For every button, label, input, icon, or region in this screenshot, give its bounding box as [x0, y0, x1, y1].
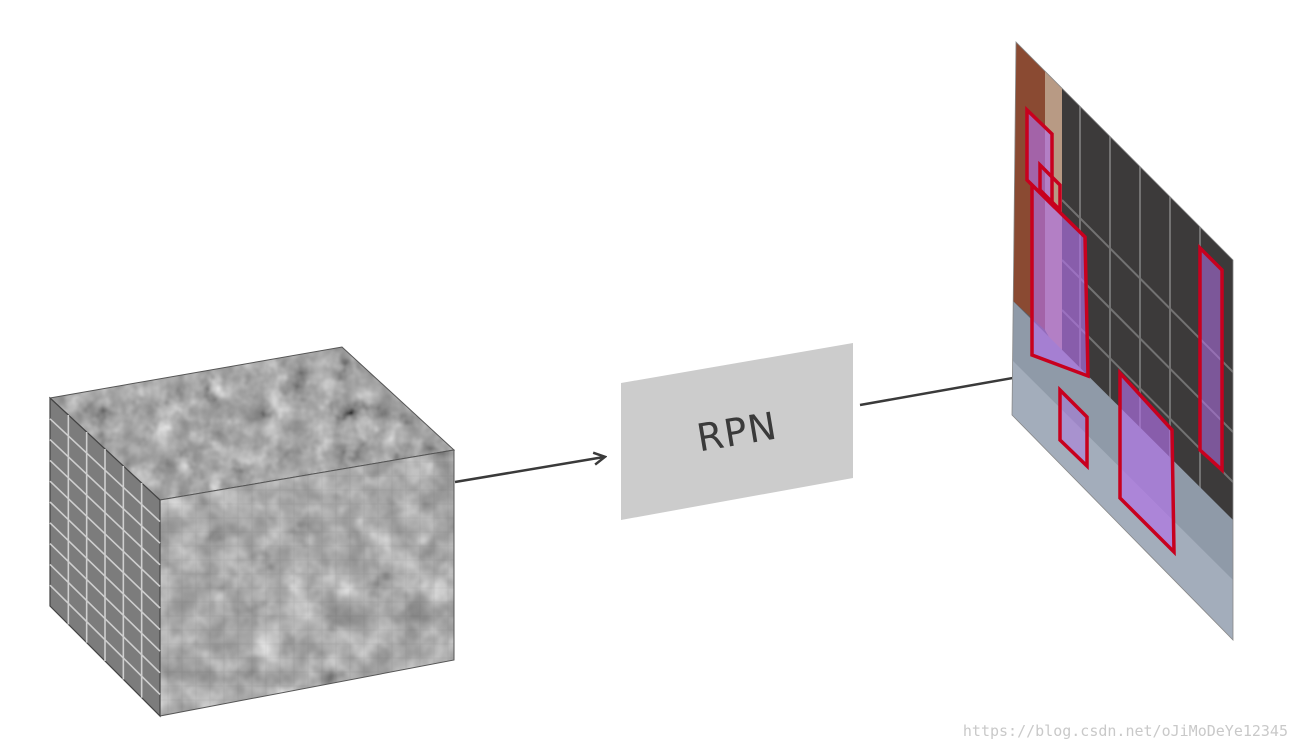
cube-grid-line [49, 418, 161, 523]
cube-side-grid [49, 415, 161, 698]
cube-grid-line [49, 563, 161, 674]
cube-grid-line [49, 543, 161, 652]
proposal-box [1118, 368, 1176, 557]
cube-grid-line [49, 459, 161, 566]
cube-grid-line [49, 501, 161, 609]
watermark-url: https://blog.csdn.net/oJiMoDeYe12345 [962, 722, 1288, 740]
proposal-image [1011, 41, 1234, 641]
cube-grid-line [49, 439, 161, 544]
cube-grid-line [49, 480, 161, 587]
proposal-box [1038, 160, 1062, 215]
cube-grid-line [49, 584, 161, 695]
rpn-box: RPN [621, 343, 853, 520]
proposal-box [1030, 180, 1090, 379]
proposal-box [1058, 385, 1089, 471]
proposal-boxes [1025, 105, 1224, 557]
proposal-box [1198, 243, 1224, 474]
arrow-cube-to-rpn [454, 457, 604, 484]
feature-map-cube [48, 346, 456, 718]
cube-grid-line [49, 522, 161, 631]
